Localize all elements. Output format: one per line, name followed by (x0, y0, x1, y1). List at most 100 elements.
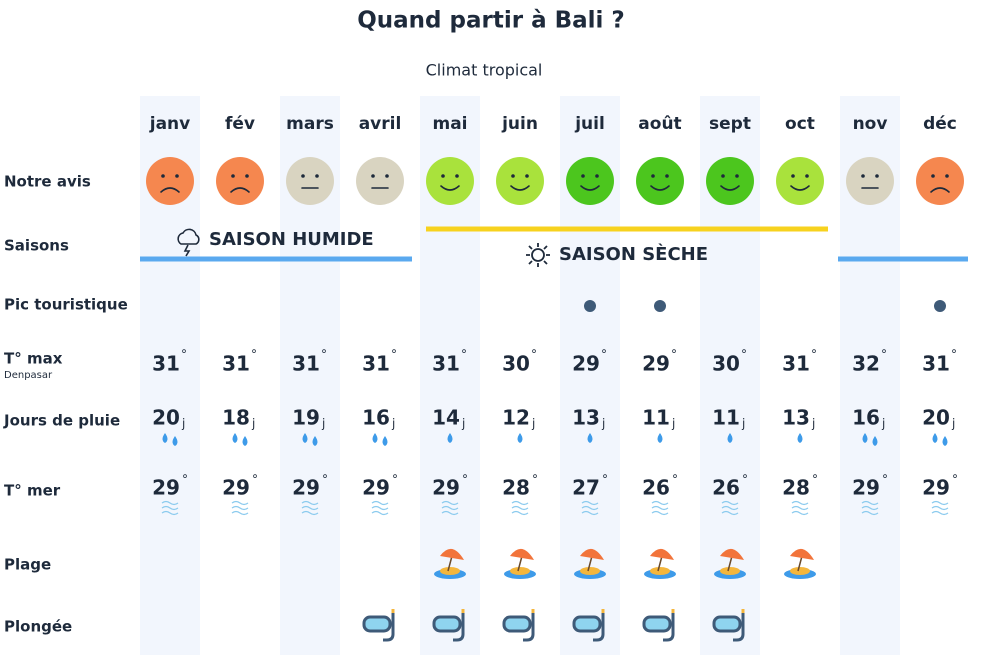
sea-value: 29 (432, 476, 460, 500)
dive-icon (572, 609, 605, 642)
rain-value: 16 (362, 406, 390, 430)
umbrella (790, 548, 814, 560)
unit: ° (672, 473, 678, 487)
mouth (930, 187, 950, 193)
month-label: juin (501, 114, 538, 134)
unit: j (321, 417, 325, 431)
rain-value: 11 (712, 406, 740, 430)
rain-drop (727, 433, 733, 443)
rain-drop (932, 433, 938, 443)
rating-face (356, 157, 404, 205)
row-sublabel: Denpasar (4, 370, 53, 381)
row-label: Plongée (4, 618, 72, 636)
month-label: nov (853, 114, 888, 134)
sea-value: 29 (852, 476, 880, 500)
tmax-value: 31 (432, 352, 460, 376)
face (776, 157, 824, 205)
wave (791, 510, 809, 516)
wave (301, 510, 319, 516)
wave (581, 500, 599, 506)
rain-drop (872, 436, 878, 446)
unit: ° (812, 473, 818, 487)
tmax-value: 30 (502, 352, 530, 376)
pole (797, 555, 803, 572)
mouth (160, 187, 180, 193)
face (636, 157, 684, 205)
rain-drop (657, 433, 663, 443)
wave (651, 500, 669, 506)
wave (441, 500, 459, 506)
beach-icon (714, 548, 746, 579)
rain-value: 20 (152, 406, 180, 430)
rating-face (286, 157, 334, 205)
sun-icon (526, 243, 550, 267)
wave (721, 505, 739, 511)
pole (657, 555, 663, 572)
rain-value: 19 (292, 406, 320, 430)
eye (791, 174, 795, 178)
rain-drop (302, 433, 308, 443)
tmax-value: 31 (782, 352, 810, 376)
rain-drop (862, 433, 868, 443)
beach-icon (784, 548, 816, 579)
eye (931, 174, 935, 178)
wave (931, 505, 949, 511)
wave (231, 500, 249, 506)
unit: j (671, 417, 675, 431)
mask (432, 615, 462, 633)
rating-face (916, 157, 964, 205)
rating-face (566, 157, 614, 205)
rain-drop (162, 433, 168, 443)
season-label: SAISON SÈCHE (559, 243, 708, 265)
eye (315, 174, 319, 178)
mask (712, 615, 742, 633)
unit: ° (392, 473, 398, 487)
beach-icon (434, 548, 466, 579)
wave (371, 510, 389, 516)
unit: ° (391, 348, 397, 362)
wave (511, 500, 529, 506)
tmax-value: 29 (642, 352, 670, 376)
rain-drop (587, 433, 593, 443)
face (846, 157, 894, 205)
unit: j (251, 417, 255, 431)
tmax-value: 31 (292, 352, 320, 376)
wave (511, 510, 529, 516)
rain-value: 20 (922, 406, 950, 430)
rain-drop (372, 433, 378, 443)
wave (231, 510, 249, 516)
face (706, 157, 754, 205)
wave (931, 500, 949, 506)
rain-drop (312, 436, 318, 446)
mouth (580, 185, 600, 191)
unit: ° (882, 473, 888, 487)
wave (861, 510, 879, 516)
sand (440, 567, 460, 575)
beach-icon (574, 548, 606, 579)
tmax-value: 30 (712, 352, 740, 376)
face (216, 157, 264, 205)
eye (385, 174, 389, 178)
month-label: sept (709, 114, 751, 134)
sea-value: 29 (362, 476, 390, 500)
rain-drop (517, 433, 523, 443)
rain-value: 16 (852, 406, 880, 430)
unit: ° (602, 473, 608, 487)
sand (580, 567, 600, 575)
unit: j (181, 417, 185, 431)
umbrella (510, 548, 534, 560)
unit: ° (531, 348, 537, 362)
unit: ° (252, 473, 258, 487)
month-label: déc (923, 114, 957, 134)
face (496, 157, 544, 205)
sand (650, 567, 670, 575)
eye (945, 174, 949, 178)
month-label: avril (359, 114, 402, 134)
rating-face (496, 157, 544, 205)
eye (721, 174, 725, 178)
umbrella (650, 548, 674, 560)
eye (455, 174, 459, 178)
wave (721, 500, 739, 506)
snorkel (593, 609, 605, 642)
